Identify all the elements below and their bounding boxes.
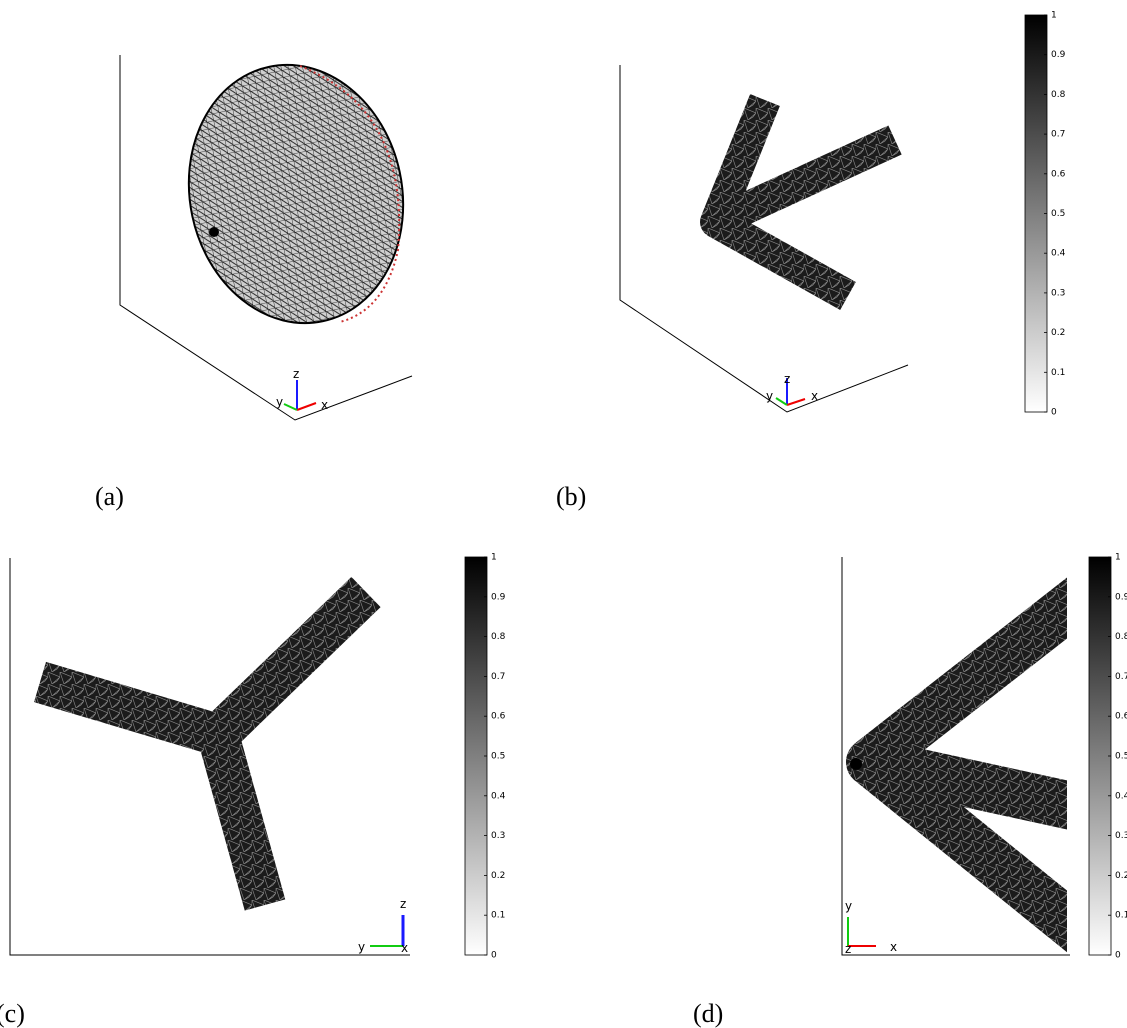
z-label: z — [784, 372, 790, 386]
x-label: x — [811, 389, 818, 403]
y-arrow — [284, 404, 297, 410]
caption: (b) — [556, 482, 586, 511]
colorbar-tick-label: 0.9 — [1115, 592, 1127, 602]
x-label: x — [890, 940, 897, 954]
y-label: y — [276, 395, 283, 409]
colorbar-tick-label: 0.6 — [491, 712, 506, 722]
structure-mesh — [716, 100, 895, 296]
panel-a: z x y (a) — [95, 45, 427, 511]
colorbar-tick-label: 0.7 — [1115, 672, 1127, 682]
colorbar-tick-label: 0.3 — [491, 831, 505, 841]
colorbar — [1089, 557, 1111, 955]
caption: (d) — [693, 999, 723, 1028]
x-label: x — [401, 941, 408, 955]
colorbar-tick-label: 0.1 — [1115, 911, 1127, 921]
colorbar-tick-label: 0.8 — [1115, 632, 1127, 642]
panel-d: y x z (d) — [693, 557, 1090, 1028]
colorbar-tick-label: 0.6 — [1051, 169, 1066, 179]
caption: (c) — [0, 999, 25, 1028]
colorbar-tick-label: 0.9 — [491, 592, 506, 602]
colorbar-tick-label: 0.6 — [1115, 712, 1127, 722]
x-arrow — [297, 403, 316, 410]
colorbar — [465, 557, 487, 955]
colorbar-tick-label: 0.3 — [1051, 288, 1065, 298]
panel-c: z y x (c) — [0, 558, 410, 1028]
z-label: z — [400, 897, 406, 911]
x-arrow — [787, 399, 805, 405]
colorbar-tick-label: 0.2 — [1051, 328, 1065, 338]
colorbar-tick-label: 0.5 — [1115, 752, 1127, 762]
z-label: z — [845, 942, 851, 956]
colorbar-tick-label: 0.3 — [1115, 831, 1127, 841]
colorbar-tick-label: 0.2 — [1115, 871, 1127, 881]
colorbar — [1025, 15, 1047, 412]
y-label: y — [766, 389, 773, 403]
colorbar-tick-label: 0 — [1051, 408, 1057, 418]
colorbar-tick-label: 0.7 — [1051, 130, 1065, 140]
colorbar-tick-label: 1 — [1051, 11, 1057, 21]
z-label: z — [293, 367, 299, 381]
colorbar-tick-label: 0.8 — [1051, 90, 1066, 100]
figure: z x y (a) z x y (b) z y x (c) y x — [0, 0, 1127, 1028]
colorbar-tick-label: 1 — [1115, 553, 1121, 563]
colorbar-tick-label: 0.1 — [1051, 368, 1065, 378]
colorbar-tick-label: 0.7 — [491, 672, 505, 682]
caption: (a) — [95, 482, 124, 511]
colorbar-tick-label: 0.4 — [1051, 249, 1066, 259]
structure-mesh — [870, 590, 1090, 940]
colorbar-tick-label: 0.5 — [491, 752, 505, 762]
colorbar-tick-label: 0.2 — [491, 871, 505, 881]
colorbar-tick-label: 0.5 — [1051, 209, 1065, 219]
colorbar-tick-label: 0.1 — [491, 911, 505, 921]
colorbar-tick-label: 0.8 — [491, 632, 506, 642]
panel-b: z x y (b) — [556, 65, 908, 511]
colorbar-tick-label: 0.4 — [491, 791, 506, 801]
colorbar-tick-label: 0 — [491, 951, 497, 961]
y-arrow — [776, 398, 787, 405]
marker — [850, 758, 862, 770]
marker — [209, 227, 219, 237]
colorbar-tick-label: 1 — [491, 553, 497, 563]
structure-mesh — [40, 592, 366, 905]
x-label: x — [321, 398, 328, 412]
shell-mesh — [165, 45, 426, 343]
colorbar-tick-label: 0.9 — [1051, 50, 1066, 60]
colorbar-tick-label: 0 — [1115, 951, 1121, 961]
colorbar-tick-label: 0.4 — [1115, 791, 1127, 801]
y-label: y — [358, 940, 365, 954]
y-label: y — [845, 899, 852, 913]
